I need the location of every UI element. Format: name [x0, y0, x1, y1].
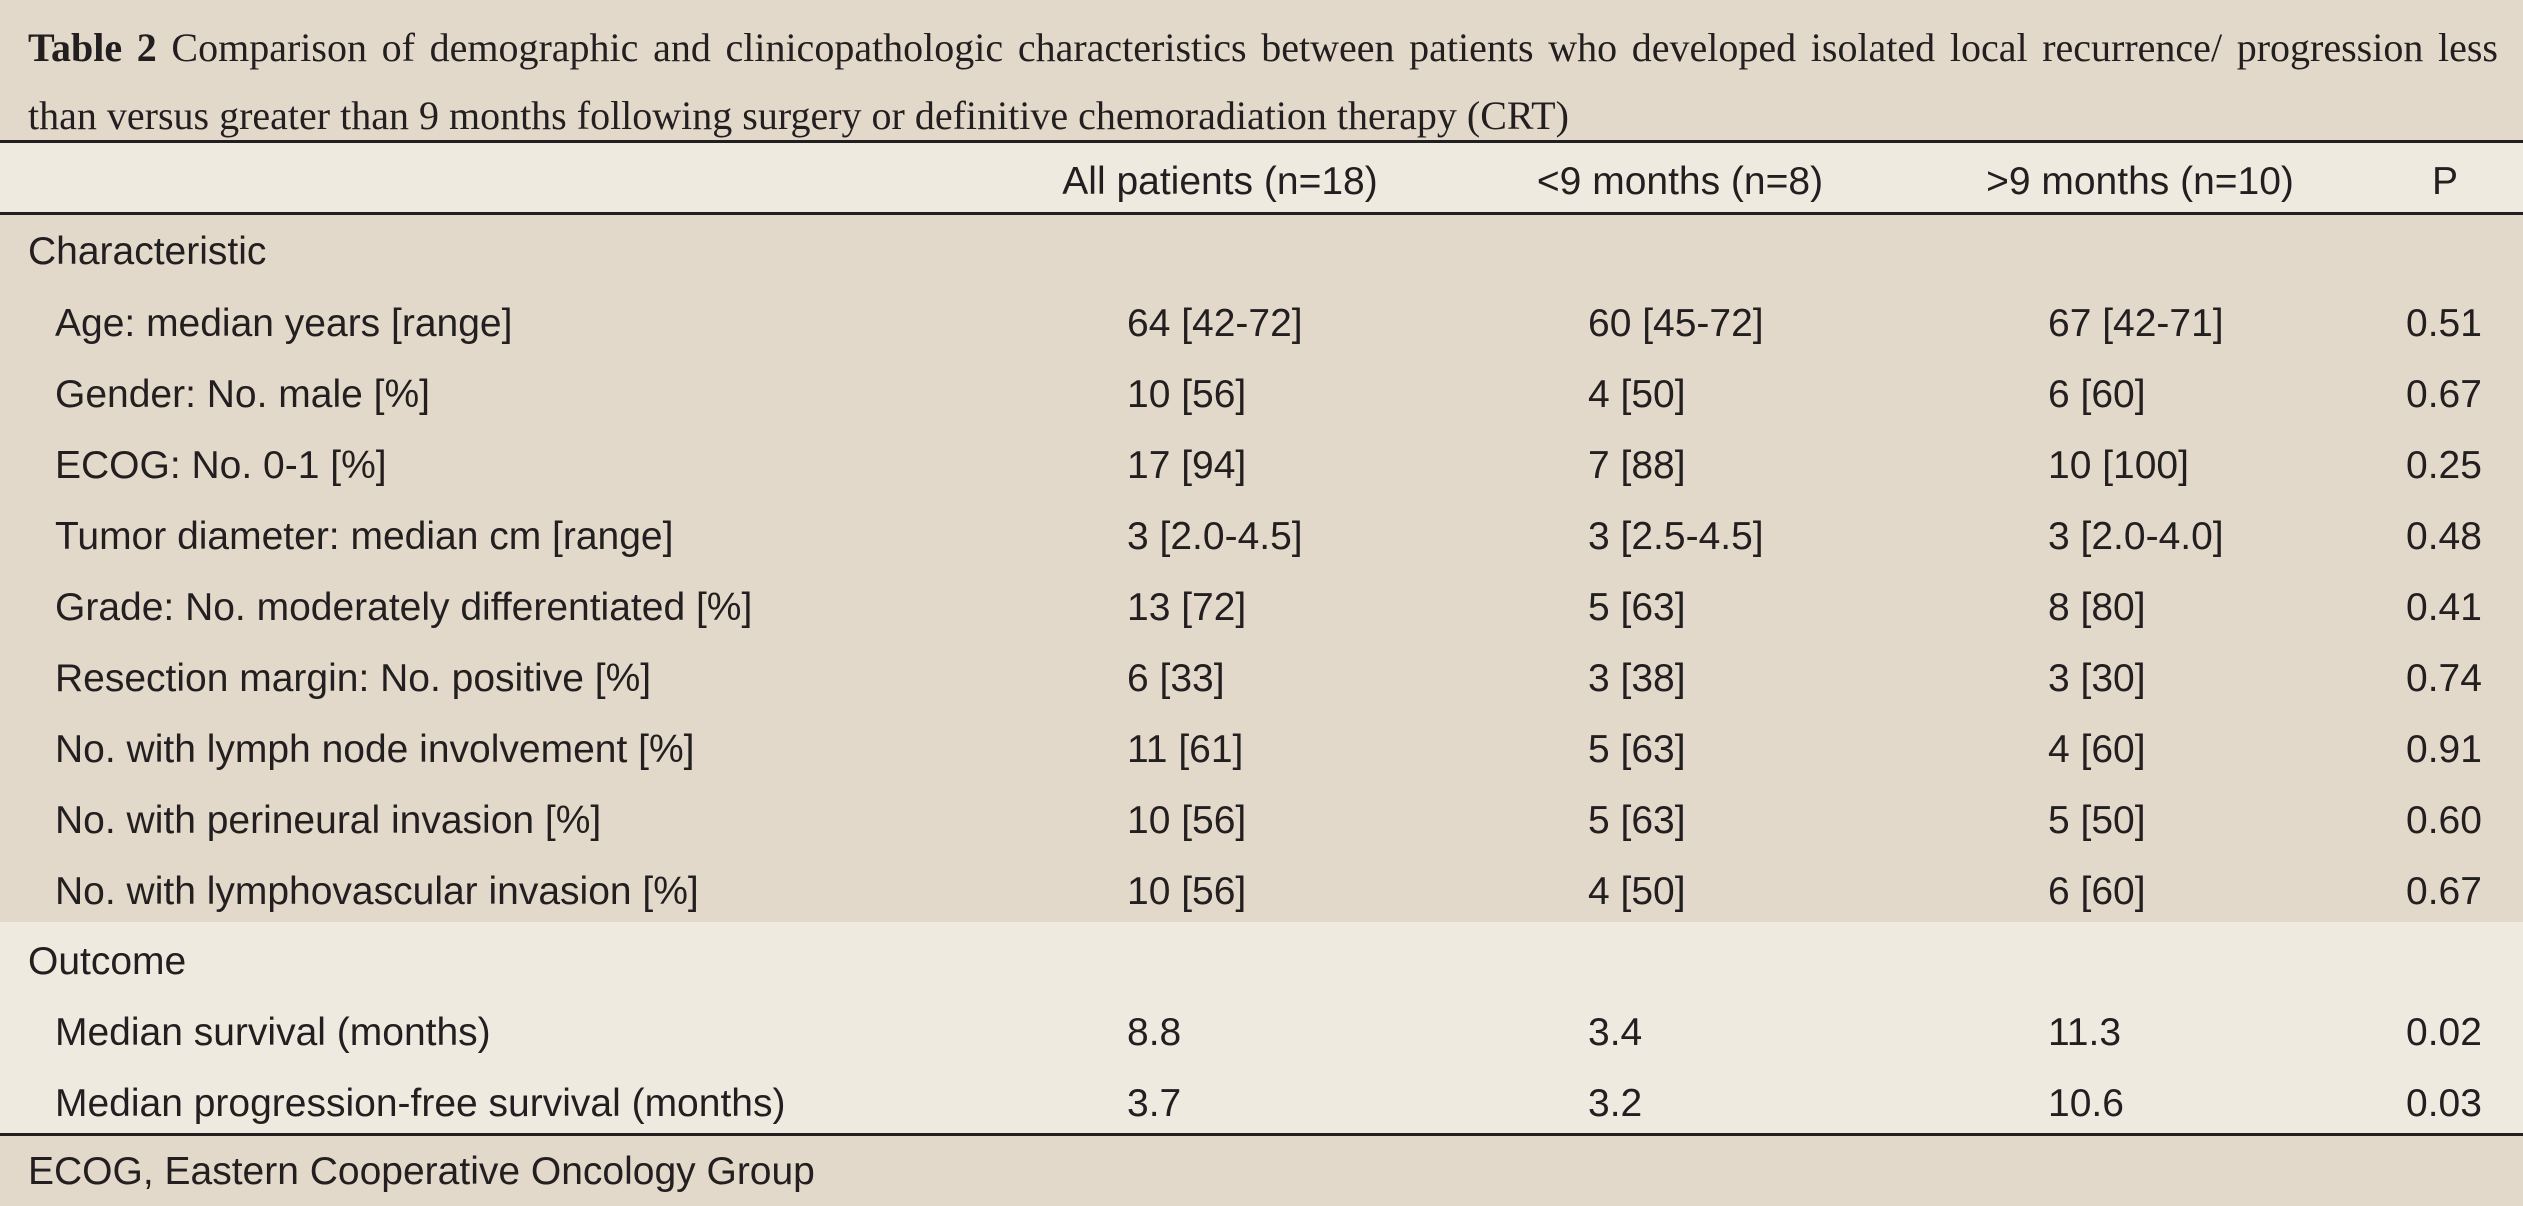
row-label: No. with lymph node involvement [%] — [55, 728, 695, 771]
header-row: All patients (n=18) <9 months (n=8) >9 m… — [0, 146, 2523, 217]
header-rule — [0, 212, 2523, 215]
cell-gt9: 5 [50] — [2048, 799, 2146, 842]
row-label: No. with lymphovascular invasion [%] — [55, 870, 699, 913]
cell-p: 0.41 — [2406, 586, 2482, 629]
cell-lt9: 5 [63] — [1588, 799, 1686, 842]
header-gt9-months: >9 months (n=10) — [1986, 160, 2294, 203]
table-row: Age: median years [range] 64 [42-72] 60 … — [0, 288, 2523, 359]
cell-p: 0.48 — [2406, 515, 2482, 558]
cell-all: 64 [42-72] — [1127, 302, 1303, 345]
cell-p: 0.67 — [2406, 870, 2482, 913]
table-row: ECOG: No. 0-1 [%] 17 [94] 7 [88] 10 [100… — [0, 430, 2523, 501]
table-row: Median progression-free survival (months… — [0, 1068, 2523, 1139]
cell-gt9: 10.6 — [2048, 1082, 2124, 1125]
cell-gt9: 4 [60] — [2048, 728, 2146, 771]
cell-p: 0.25 — [2406, 444, 2482, 487]
cell-all: 10 [56] — [1127, 870, 1247, 913]
table-footnote: ECOG, Eastern Cooperative Oncology Group — [28, 1150, 815, 1193]
cell-all: 3 [2.0-4.5] — [1127, 515, 1303, 558]
cell-p: 0.51 — [2406, 302, 2482, 345]
cell-lt9: 3.2 — [1588, 1082, 1643, 1125]
cell-lt9: 3.4 — [1588, 1011, 1643, 1054]
cell-all: 10 [56] — [1127, 799, 1247, 842]
cell-all: 6 [33] — [1127, 657, 1225, 700]
row-label: Age: median years [range] — [55, 302, 513, 345]
row-label: Median survival (months) — [55, 1011, 491, 1054]
table-caption-label: Table 2 — [28, 25, 157, 70]
cell-all: 3.7 — [1127, 1082, 1182, 1125]
header-p-value: P — [2431, 160, 2458, 203]
cell-lt9: 3 [2.5-4.5] — [1588, 515, 1764, 558]
cell-gt9: 10 [100] — [2048, 444, 2189, 487]
header-all-patients: All patients (n=18) — [1062, 160, 1378, 203]
cell-p: 0.91 — [2406, 728, 2482, 771]
cell-gt9: 8 [80] — [2048, 586, 2146, 629]
row-label: Gender: No. male [%] — [55, 373, 430, 416]
table-caption: Table 2 Comparison of demographic and cl… — [28, 14, 2498, 150]
cell-all: 13 [72] — [1127, 586, 1247, 629]
section-heading-characteristic: Characteristic — [0, 216, 2523, 287]
cell-lt9: 5 [63] — [1588, 586, 1686, 629]
header-band — [0, 143, 2523, 212]
table-row: Median survival (months) 8.8 3.4 11.3 0.… — [0, 997, 2523, 1068]
cell-lt9: 7 [88] — [1588, 444, 1686, 487]
cell-all: 11 [61] — [1127, 728, 1244, 771]
cell-gt9: 3 [2.0-4.0] — [2048, 515, 2224, 558]
table-row: Grade: No. moderately differentiated [%]… — [0, 572, 2523, 643]
table-caption-text: Comparison of demographic and clinicopat… — [28, 25, 2498, 138]
cell-gt9: 6 [60] — [2048, 870, 2146, 913]
row-label: Grade: No. moderately differentiated [%] — [55, 586, 753, 629]
cell-lt9: 60 [45-72] — [1588, 302, 1764, 345]
section-title: Characteristic — [28, 230, 267, 273]
cell-all: 17 [94] — [1127, 444, 1247, 487]
cell-p: 0.03 — [2406, 1082, 2482, 1125]
section-heading-outcome: Outcome — [0, 926, 2523, 997]
table-row: Resection margin: No. positive [%] 6 [33… — [0, 643, 2523, 714]
cell-all: 10 [56] — [1127, 373, 1247, 416]
cell-p: 0.60 — [2406, 799, 2482, 842]
row-label: ECOG: No. 0-1 [%] — [55, 444, 387, 487]
cell-p: 0.02 — [2406, 1011, 2482, 1054]
cell-gt9: 3 [30] — [2048, 657, 2146, 700]
cell-p: 0.74 — [2406, 657, 2482, 700]
row-label: Median progression-free survival (months… — [55, 1082, 786, 1125]
section-title: Outcome — [28, 940, 187, 983]
row-label: No. with perineural invasion [%] — [55, 799, 602, 842]
table-row: Tumor diameter: median cm [range] 3 [2.0… — [0, 501, 2523, 572]
table-row: No. with perineural invasion [%] 10 [56]… — [0, 785, 2523, 856]
table-row: No. with lymphovascular invasion [%] 10 … — [0, 856, 2523, 927]
cell-all: 8.8 — [1127, 1011, 1182, 1054]
cell-lt9: 5 [63] — [1588, 728, 1686, 771]
row-label: Tumor diameter: median cm [range] — [55, 515, 674, 558]
cell-lt9: 3 [38] — [1588, 657, 1686, 700]
table-row: No. with lymph node involvement [%] 11 [… — [0, 714, 2523, 785]
cell-lt9: 4 [50] — [1588, 373, 1686, 416]
cell-gt9: 6 [60] — [2048, 373, 2146, 416]
cell-gt9: 67 [42-71] — [2048, 302, 2224, 345]
outcome-band — [0, 922, 2523, 1133]
cell-gt9: 11.3 — [2048, 1011, 2122, 1054]
top-rule — [0, 140, 2523, 143]
cell-p: 0.67 — [2406, 373, 2482, 416]
row-label: Resection margin: No. positive [%] — [55, 657, 652, 700]
bottom-rule — [0, 1133, 2523, 1136]
table-row: Gender: No. male [%] 10 [56] 4 [50] 6 [6… — [0, 359, 2523, 430]
cell-lt9: 4 [50] — [1588, 870, 1686, 913]
header-lt9-months: <9 months (n=8) — [1536, 160, 1824, 203]
